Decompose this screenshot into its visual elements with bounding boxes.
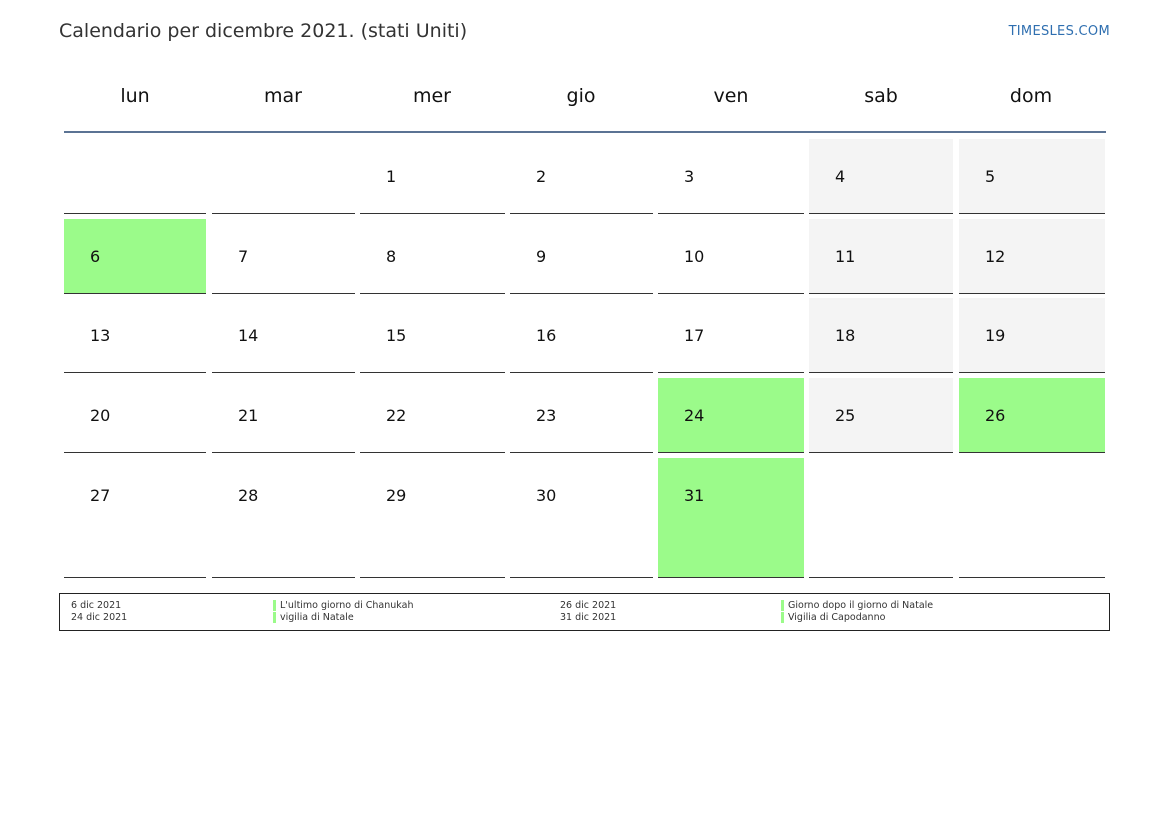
day-number: 30	[536, 486, 557, 505]
holiday-legend: 6 dic 2021 L'ultimo giorno di Chanukah 2…	[59, 593, 1110, 631]
day-cell-20[interactable]: 20	[64, 378, 206, 453]
legend-date: 6 dic 2021	[71, 600, 122, 611]
day-cell-21[interactable]: 21	[212, 378, 355, 453]
day-cell-5[interactable]: 5	[959, 139, 1105, 214]
day-number: 21	[238, 406, 259, 425]
legend-color-marker	[273, 600, 276, 611]
empty-day-cell	[959, 458, 1105, 578]
empty-day-cell	[64, 139, 206, 214]
legend-date: 31 dic 2021	[560, 612, 617, 623]
legend-holiday-label: Vigilia di Capodanno	[788, 612, 886, 623]
day-cell-31[interactable]: 31	[658, 458, 804, 578]
day-number: 18	[835, 326, 856, 345]
day-number: 11	[835, 247, 856, 266]
legend-holiday-label: vigilia di Natale	[280, 612, 354, 623]
day-number: 22	[386, 406, 407, 425]
weekday-header: lun mar mer gio ven sab dom	[64, 85, 1106, 115]
day-cell-29[interactable]: 29	[360, 458, 505, 578]
empty-day-cell	[212, 139, 355, 214]
page-title: Calendario per dicembre 2021. (stati Uni…	[59, 20, 468, 42]
day-number: 15	[386, 326, 407, 345]
legend-color-marker	[273, 612, 276, 623]
day-number: 17	[684, 326, 705, 345]
legend-date: 24 dic 2021	[71, 612, 128, 623]
day-number: 7	[238, 247, 249, 266]
day-number: 29	[386, 486, 407, 505]
legend-holiday-name: Giorno dopo il giorno di Natale	[781, 600, 933, 611]
day-number: 31	[684, 486, 705, 505]
day-cell-14[interactable]: 14	[212, 298, 355, 373]
day-cell-6[interactable]: 6	[64, 219, 206, 294]
weekday-thu: gio	[566, 85, 596, 107]
day-cell-8[interactable]: 8	[360, 219, 505, 294]
day-number: 12	[985, 247, 1006, 266]
day-number: 3	[684, 167, 695, 186]
day-number: 26	[985, 406, 1006, 425]
header-divider	[64, 131, 1106, 133]
day-number: 24	[684, 406, 705, 425]
day-cell-12[interactable]: 12	[959, 219, 1105, 294]
day-number: 19	[985, 326, 1006, 345]
day-cell-30[interactable]: 30	[510, 458, 653, 578]
day-cell-10[interactable]: 10	[658, 219, 804, 294]
legend-date: 26 dic 2021	[560, 600, 617, 611]
day-cell-18[interactable]: 18	[809, 298, 953, 373]
day-cell-23[interactable]: 23	[510, 378, 653, 453]
legend-color-marker	[781, 612, 784, 623]
day-cell-26[interactable]: 26	[959, 378, 1105, 453]
weekday-wed: mer	[412, 85, 451, 107]
day-cell-24[interactable]: 24	[658, 378, 804, 453]
day-number: 23	[536, 406, 557, 425]
day-number: 10	[684, 247, 705, 266]
weekday-mon: lun	[120, 85, 150, 107]
day-number: 14	[238, 326, 259, 345]
day-cell-3[interactable]: 3	[658, 139, 804, 214]
legend-holiday-label: L'ultimo giorno di Chanukah	[280, 600, 414, 611]
empty-day-cell	[809, 458, 953, 578]
legend-holiday-label: Giorno dopo il giorno di Natale	[788, 600, 934, 611]
legend-color-marker	[781, 600, 784, 611]
day-number: 2	[536, 167, 547, 186]
weekday-tue: mar	[264, 85, 302, 107]
day-cell-4[interactable]: 4	[809, 139, 953, 214]
day-cell-22[interactable]: 22	[360, 378, 505, 453]
legend-holiday-name: L'ultimo giorno di Chanukah	[273, 600, 413, 611]
day-number: 9	[536, 247, 547, 266]
brand-link[interactable]: TIMESLES.COM	[1008, 24, 1110, 39]
day-cell-19[interactable]: 19	[959, 298, 1105, 373]
day-cell-2[interactable]: 2	[510, 139, 653, 214]
day-cell-25[interactable]: 25	[809, 378, 953, 453]
day-cell-1[interactable]: 1	[360, 139, 505, 214]
day-number: 13	[90, 326, 111, 345]
day-cell-15[interactable]: 15	[360, 298, 505, 373]
weekday-sun: dom	[1009, 85, 1053, 107]
day-cell-13[interactable]: 13	[64, 298, 206, 373]
legend-holiday-name: vigilia di Natale	[273, 612, 354, 623]
day-number: 20	[90, 406, 111, 425]
day-number: 1	[386, 167, 397, 186]
day-cell-27[interactable]: 27	[64, 458, 206, 578]
day-number: 16	[536, 326, 557, 345]
day-number: 5	[985, 167, 996, 186]
day-number: 27	[90, 486, 111, 505]
day-number: 28	[238, 486, 259, 505]
day-number: 8	[386, 247, 397, 266]
day-cell-7[interactable]: 7	[212, 219, 355, 294]
day-cell-28[interactable]: 28	[212, 458, 355, 578]
day-cell-11[interactable]: 11	[809, 219, 953, 294]
day-number: 4	[835, 167, 846, 186]
day-cell-16[interactable]: 16	[510, 298, 653, 373]
day-number: 6	[90, 247, 101, 266]
day-cell-9[interactable]: 9	[510, 219, 653, 294]
day-number: 25	[835, 406, 856, 425]
legend-holiday-name: Vigilia di Capodanno	[781, 612, 885, 623]
weekday-sat: sab	[864, 85, 898, 107]
weekday-fri: ven	[713, 85, 749, 107]
day-cell-17[interactable]: 17	[658, 298, 804, 373]
